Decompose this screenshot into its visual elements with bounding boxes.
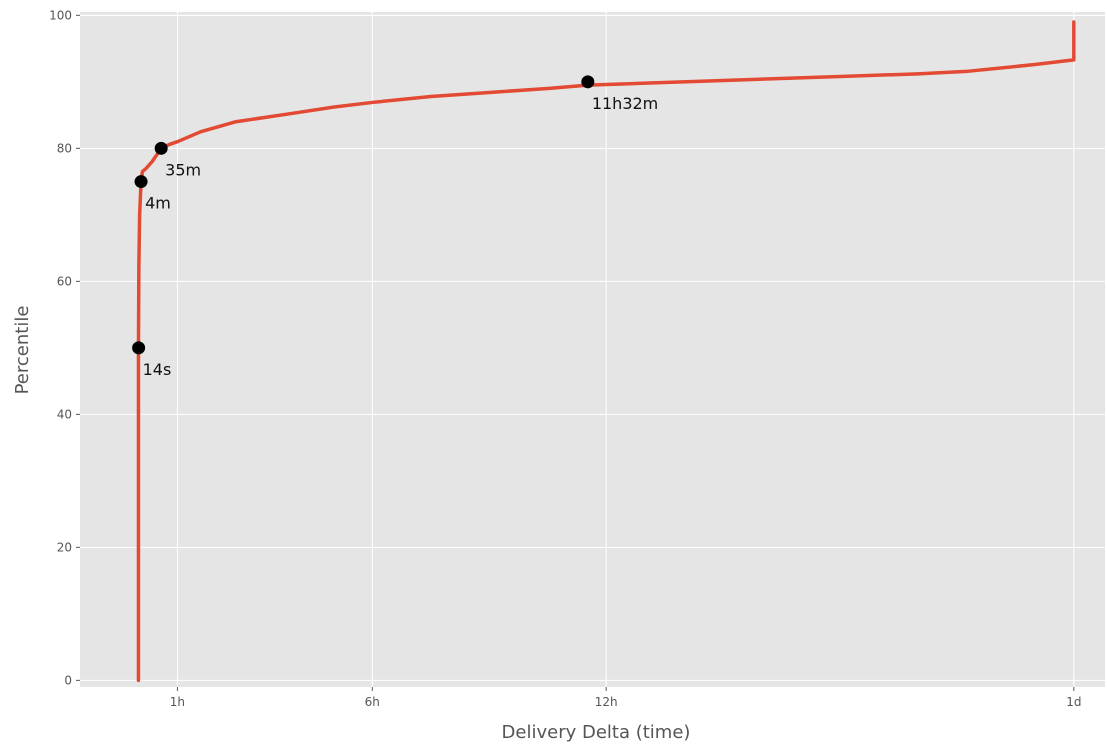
x-tick-label: 12h	[595, 695, 618, 709]
annotation-points: 14s 4m 35m 11h32m	[132, 75, 658, 379]
series-line	[136, 20, 1076, 683]
annotation-label: 14s	[143, 360, 172, 379]
x-tick-label: 1d	[1066, 695, 1081, 709]
annotation-marker	[154, 141, 168, 155]
annotation-label: 4m	[145, 194, 171, 213]
x-tick-label: 6h	[365, 695, 380, 709]
y-tick-label: 40	[57, 407, 72, 421]
grid	[80, 12, 1105, 687]
y-tick-label: 20	[57, 540, 72, 554]
annotation-marker	[581, 75, 595, 89]
plot-background	[80, 12, 1105, 687]
x-axis-ticks: 1h 6h 12h 1d	[170, 687, 1081, 709]
x-tick-label: 1h	[170, 695, 185, 709]
y-tick-label: 100	[49, 8, 72, 22]
annotation-label: 11h32m	[592, 94, 658, 113]
annotation-marker	[134, 175, 148, 189]
y-tick-label: 60	[57, 274, 72, 288]
y-tick-label: 80	[57, 141, 72, 155]
y-tick-label: 0	[64, 673, 72, 687]
data-series	[136, 20, 1076, 683]
annotation-label: 35m	[165, 160, 201, 179]
y-axis-ticks: 0 20 40 60 80 100	[49, 8, 80, 687]
x-axis-label: Delivery Delta (time)	[502, 722, 691, 743]
y-axis-label: Percentile	[12, 306, 33, 395]
annotation-marker	[132, 341, 146, 355]
